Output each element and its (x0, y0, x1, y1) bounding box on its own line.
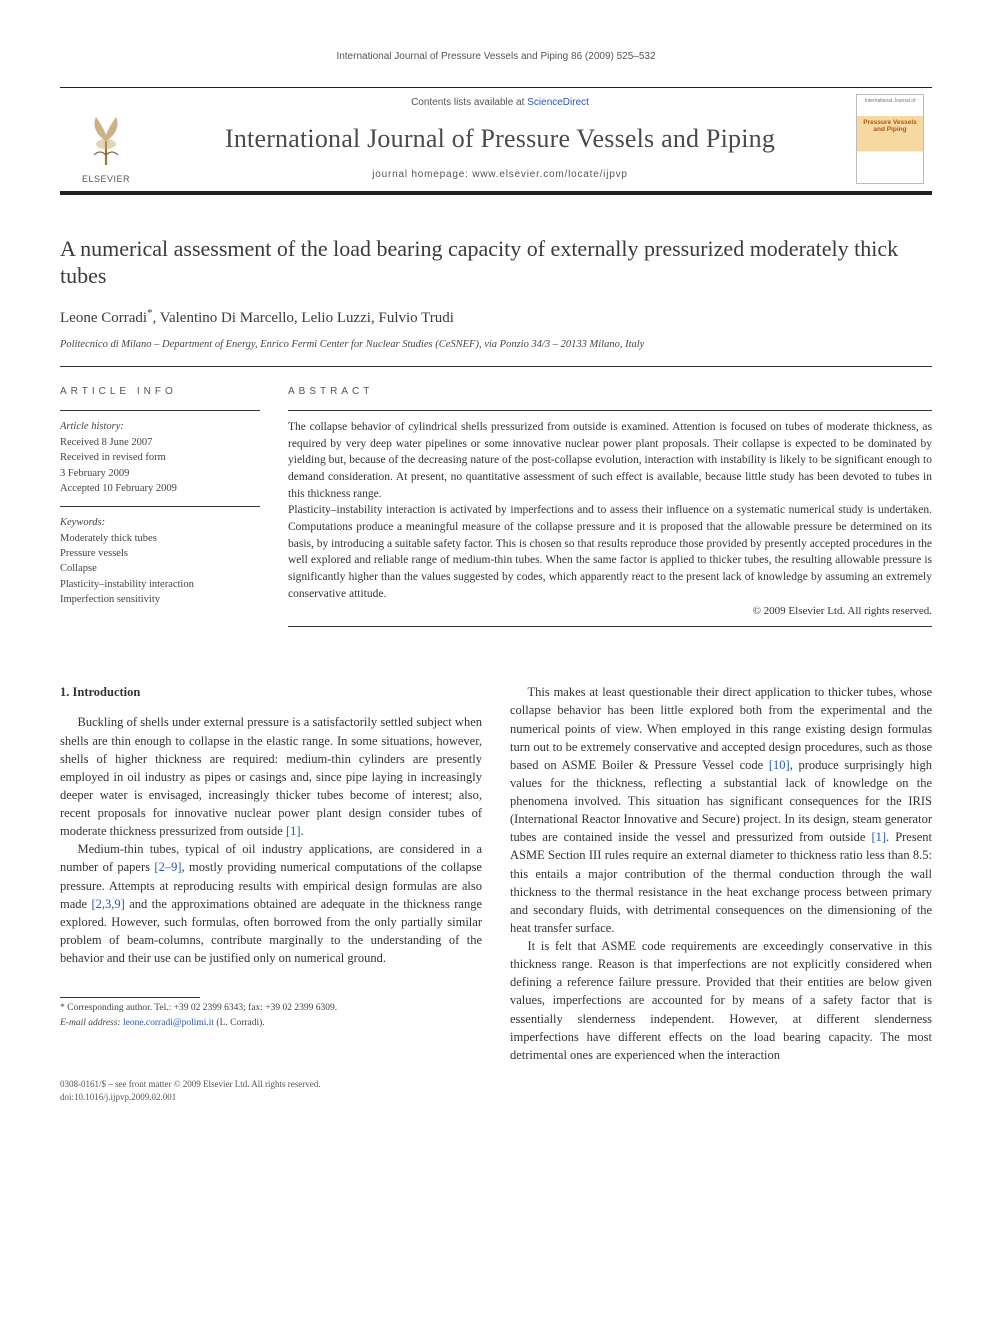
email-link[interactable]: leone.corradi@polimi.it (123, 1018, 214, 1028)
homepage-url[interactable]: www.elsevier.com/locate/ijpvp (472, 169, 627, 180)
abstract-copyright: © 2009 Elsevier Ltd. All rights reserved… (288, 604, 932, 620)
right-column: This makes at least questionable their d… (510, 683, 932, 1064)
masthead: ELSEVIER Contents lists available at Sci… (60, 87, 932, 195)
info-abstract-row: ARTICLE INFO Article history: Received 8… (60, 371, 932, 635)
journal-name: International Journal of Pressure Vessel… (225, 120, 775, 158)
page: International Journal of Pressure Vessel… (0, 0, 992, 1144)
keyword: Imperfection sensitivity (60, 593, 260, 607)
abstract-paragraph: Plasticity–instability interaction is ac… (288, 502, 932, 602)
info-subrule (60, 410, 260, 411)
abstract-paragraph: The collapse behavior of cylindrical she… (288, 419, 932, 502)
corresponding-mark: * (147, 307, 153, 319)
article-info-label: ARTICLE INFO (60, 385, 260, 400)
citation-link[interactable]: [2,3,9] (91, 897, 124, 911)
history-line: Accepted 10 February 2009 (60, 482, 260, 496)
article-info: ARTICLE INFO Article history: Received 8… (60, 385, 260, 635)
footnote-block: * Corresponding author. Tel.: +39 02 239… (60, 997, 482, 1031)
abstract-subrule (288, 410, 932, 411)
email-line: E-mail address: leone.corradi@polimi.it … (60, 1017, 482, 1031)
contents-prefix: Contents lists available at (411, 97, 527, 108)
front-matter-line: 0308-0161/$ – see front matter © 2009 El… (60, 1078, 932, 1104)
contents-available-line: Contents lists available at ScienceDirec… (411, 96, 589, 111)
left-column: 1. Introduction Buckling of shells under… (60, 683, 482, 1064)
divider-rule (60, 366, 932, 367)
doi-line: doi:10.1016/j.ijpvp.2009.02.001 (60, 1091, 932, 1104)
publisher-label: ELSEVIER (82, 173, 130, 186)
masthead-center: Contents lists available at ScienceDirec… (152, 88, 848, 191)
history-label: Article history: (60, 419, 260, 434)
footnote-rule (60, 997, 200, 998)
keywords-label: Keywords: (60, 515, 260, 530)
body-paragraph: Buckling of shells under external pressu… (60, 713, 482, 840)
keyword: Pressure vessels (60, 547, 260, 561)
email-suffix: (L. Corradi). (214, 1018, 265, 1028)
section-heading: 1. Introduction (60, 683, 482, 701)
body-paragraph: This makes at least questionable their d… (510, 683, 932, 937)
para-text: . Present ASME Section III rules require… (510, 830, 932, 935)
body-paragraph: It is felt that ASME code requirements a… (510, 937, 932, 1064)
cover-thumbnail-wrap: International Journal of Pressure Vessel… (848, 88, 932, 191)
abstract-end-rule (288, 626, 932, 627)
authors-names: Leone Corradi*, Valentino Di Marcello, L… (60, 310, 454, 326)
running-header: International Journal of Pressure Vessel… (60, 50, 932, 65)
homepage-prefix: journal homepage: (372, 169, 472, 180)
keyword: Moderately thick tubes (60, 532, 260, 546)
article-title: A numerical assessment of the load beari… (60, 235, 932, 290)
body-paragraph: Medium-thin tubes, typical of oil indust… (60, 840, 482, 967)
info-subrule (60, 506, 260, 507)
cover-overline: International Journal of (857, 98, 923, 105)
publisher-block: ELSEVIER (60, 88, 152, 191)
para-text: . (301, 824, 304, 838)
issn-copyright-line: 0308-0161/$ – see front matter © 2009 El… (60, 1078, 932, 1091)
sciencedirect-link[interactable]: ScienceDirect (527, 97, 589, 108)
history-line: Received in revised form (60, 451, 260, 465)
affiliation: Politecnico di Milano – Department of En… (60, 337, 932, 352)
journal-homepage-line: journal homepage: www.elsevier.com/locat… (372, 168, 628, 183)
citation-link[interactable]: [1] (286, 824, 301, 838)
abstract: ABSTRACT The collapse behavior of cylind… (288, 385, 932, 635)
authors-line: Leone Corradi*, Valentino Di Marcello, L… (60, 306, 932, 330)
citation-link[interactable]: [1] (871, 830, 886, 844)
elsevier-tree-icon (78, 111, 134, 171)
citation-link[interactable]: [10] (769, 758, 790, 772)
para-text: Buckling of shells under external pressu… (60, 715, 482, 838)
history-line: 3 February 2009 (60, 467, 260, 481)
keyword: Plasticity–instability interaction (60, 578, 260, 592)
abstract-label: ABSTRACT (288, 385, 932, 400)
cover-title: Pressure Vessels and Piping (857, 116, 923, 136)
corresponding-author-line: * Corresponding author. Tel.: +39 02 239… (60, 1002, 482, 1016)
body-columns: 1. Introduction Buckling of shells under… (60, 683, 932, 1064)
keywords-block: Keywords: Moderately thick tubes Pressur… (60, 515, 260, 607)
citation-link[interactable]: [2–9] (154, 860, 181, 874)
journal-cover-thumbnail: International Journal of Pressure Vessel… (856, 94, 924, 184)
history-line: Received 8 June 2007 (60, 436, 260, 450)
email-label: E-mail address: (60, 1018, 123, 1028)
keyword: Collapse (60, 562, 260, 576)
